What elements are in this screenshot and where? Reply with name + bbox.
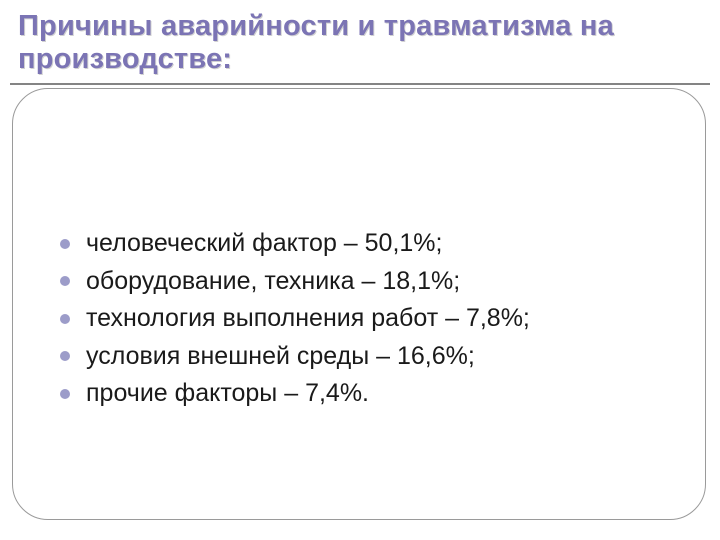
list-item-text: условия внешней среды – 16,6%;	[86, 338, 475, 376]
list-item: человеческий фактор – 50,1%;	[60, 225, 680, 263]
title-underline	[10, 83, 710, 85]
list-item-text: оборудование, техника – 18,1%;	[86, 263, 460, 301]
bullet-icon	[60, 314, 70, 324]
bullet-icon	[60, 389, 70, 399]
bullet-icon	[60, 276, 70, 286]
header: Причины аварийности и травматизма на про…	[0, 0, 720, 83]
list-item: технология выполнения работ – 7,8%;	[60, 300, 680, 338]
bullet-icon	[60, 239, 70, 249]
list-item-text: человеческий фактор – 50,1%;	[86, 225, 442, 263]
list-item: оборудование, техника – 18,1%;	[60, 263, 680, 301]
list-item-text: технология выполнения работ – 7,8%;	[86, 300, 530, 338]
slide: Причины аварийности и травматизма на про…	[0, 0, 720, 540]
bullet-list: человеческий фактор – 50,1%; оборудовани…	[60, 225, 680, 413]
slide-title: Причины аварийности и травматизма на про…	[18, 10, 702, 77]
bullet-icon	[60, 351, 70, 361]
list-item-text: прочие факторы – 7,4%.	[86, 375, 369, 413]
list-item: условия внешней среды – 16,6%;	[60, 338, 680, 376]
list-item: прочие факторы – 7,4%.	[60, 375, 680, 413]
